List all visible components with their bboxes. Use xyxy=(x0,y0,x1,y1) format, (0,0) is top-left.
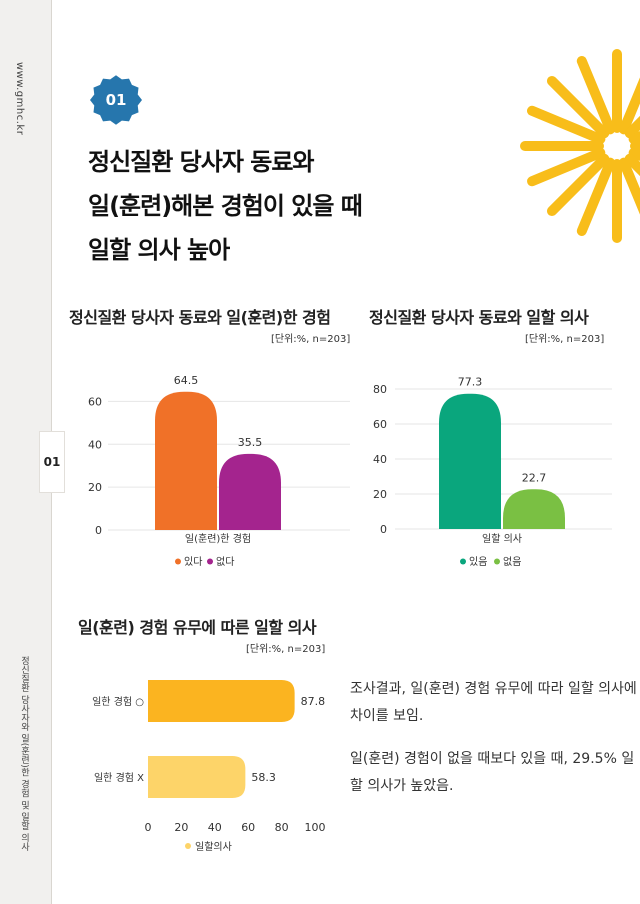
section-badge: 01 xyxy=(88,74,144,126)
chart2-unit: [단위:%, n=203] xyxy=(525,334,605,345)
chart3-title: 일(훈련) 경험 유무에 따른 일할 의사 xyxy=(78,618,317,637)
x-tick-label: 80 xyxy=(275,821,289,834)
headline-line-2: 일(훈련)해본 경험이 있을 때 xyxy=(88,192,363,220)
chart3-horizontal-bar-chart: 0 20 40 60 80 100 87.8 일한 경험 ○ 58.3 일한 경험 X 일할의사 xyxy=(92,680,326,853)
category-label: 일한 경험 X xyxy=(94,771,144,784)
sun-ray xyxy=(546,153,610,217)
section-badge-number: 01 xyxy=(105,91,127,109)
x-tick-label: 40 xyxy=(208,821,222,834)
chart2-title: 정신질환 당사자 동료와 일할 의사 xyxy=(369,308,589,327)
bar-없음 xyxy=(503,489,565,529)
sun-ray xyxy=(624,115,640,139)
finding-1: 조사결과, 일(훈련) 경험 유무에 따라 일할 의사에 차이를 보임. xyxy=(350,681,637,724)
sun-ray xyxy=(546,75,610,139)
legend-marker xyxy=(185,843,191,849)
headline-line-1: 정신질환 당사자 동료와 xyxy=(88,148,315,176)
bar-없다 xyxy=(219,453,281,530)
data-label: 22.7 xyxy=(522,471,547,484)
y-tick-label: 0 xyxy=(380,523,387,536)
sunburst-decoration-icon xyxy=(520,49,640,243)
y-tick-label: 20 xyxy=(373,488,387,501)
data-label: 64.5 xyxy=(174,374,199,387)
legend-marker xyxy=(460,558,466,565)
x-tick-label: 60 xyxy=(241,821,255,834)
chart3-unit: [단위:%, n=203] xyxy=(246,644,326,655)
sun-ray xyxy=(618,157,640,215)
y-tick-label: 40 xyxy=(88,438,102,451)
sun-ray xyxy=(527,147,606,187)
category-label: 일(훈련)한 경험 xyxy=(185,532,251,545)
scalloped-badge-icon xyxy=(90,75,142,125)
data-label: 77.3 xyxy=(458,376,483,389)
sun-ray xyxy=(576,56,616,135)
legend-marker xyxy=(175,558,181,565)
legend-label: 없다 xyxy=(216,555,234,568)
legend-label: 일할의사 xyxy=(195,841,232,853)
y-tick-label: 60 xyxy=(373,418,387,431)
data-label: 58.3 xyxy=(251,771,276,784)
document-title-vertical: 정신질환 당사자와 일(훈련)한 경험 및 일할 의사 xyxy=(19,656,29,852)
category-label: 일한 경험 ○ xyxy=(92,695,144,708)
bar-있음 xyxy=(439,393,501,529)
data-label: 87.8 xyxy=(301,695,326,708)
sun-ray xyxy=(624,153,640,177)
legend-label: 있다 xyxy=(184,556,202,568)
page-headline: 정신질환 당사자 동료와 일(훈련)해본 경험이 있을 때 일할 의사 높아 xyxy=(88,140,363,272)
sun-ray xyxy=(527,105,606,145)
y-tick-label: 20 xyxy=(88,481,102,494)
chart1-unit: [단위:%, n=203] xyxy=(271,334,351,345)
section-tab-number: 01 xyxy=(40,432,64,492)
y-tick-label: 60 xyxy=(88,395,102,408)
x-tick-label: 20 xyxy=(174,821,188,834)
headline-line-3: 일할 의사 높아 xyxy=(88,236,230,264)
chart1-title: 정신질환 당사자 동료와 일(훈련)한 경험 xyxy=(69,308,331,327)
legend-marker xyxy=(494,558,500,565)
finding-2: 일(훈련) 경험이 없을 때보다 있을 때, 29.5% 일할 의사가 높았음. xyxy=(350,751,635,794)
legend-label: 있음 xyxy=(469,556,487,568)
y-tick-label: 80 xyxy=(373,383,387,396)
sun-ray xyxy=(618,77,640,135)
hbar xyxy=(148,680,295,722)
bar-있다 xyxy=(155,391,217,530)
badge-shape xyxy=(90,75,142,125)
website-url: www.gmhc.kr xyxy=(14,62,25,136)
sun-ray xyxy=(576,157,616,236)
findings-text: 조사결과, 일(훈련) 경험 유무에 따라 일할 의사에 차이를 보임. 일(훈… xyxy=(350,676,640,816)
legend-label: 없음 xyxy=(503,555,521,568)
legend-marker xyxy=(207,558,213,565)
data-label: 35.5 xyxy=(238,436,263,449)
x-tick-label: 0 xyxy=(145,821,152,834)
category-label: 일할 의사 xyxy=(482,533,522,545)
x-tick-label: 100 xyxy=(305,821,326,834)
hbar xyxy=(148,756,246,798)
y-tick-label: 40 xyxy=(373,453,387,466)
y-tick-label: 0 xyxy=(95,524,102,537)
